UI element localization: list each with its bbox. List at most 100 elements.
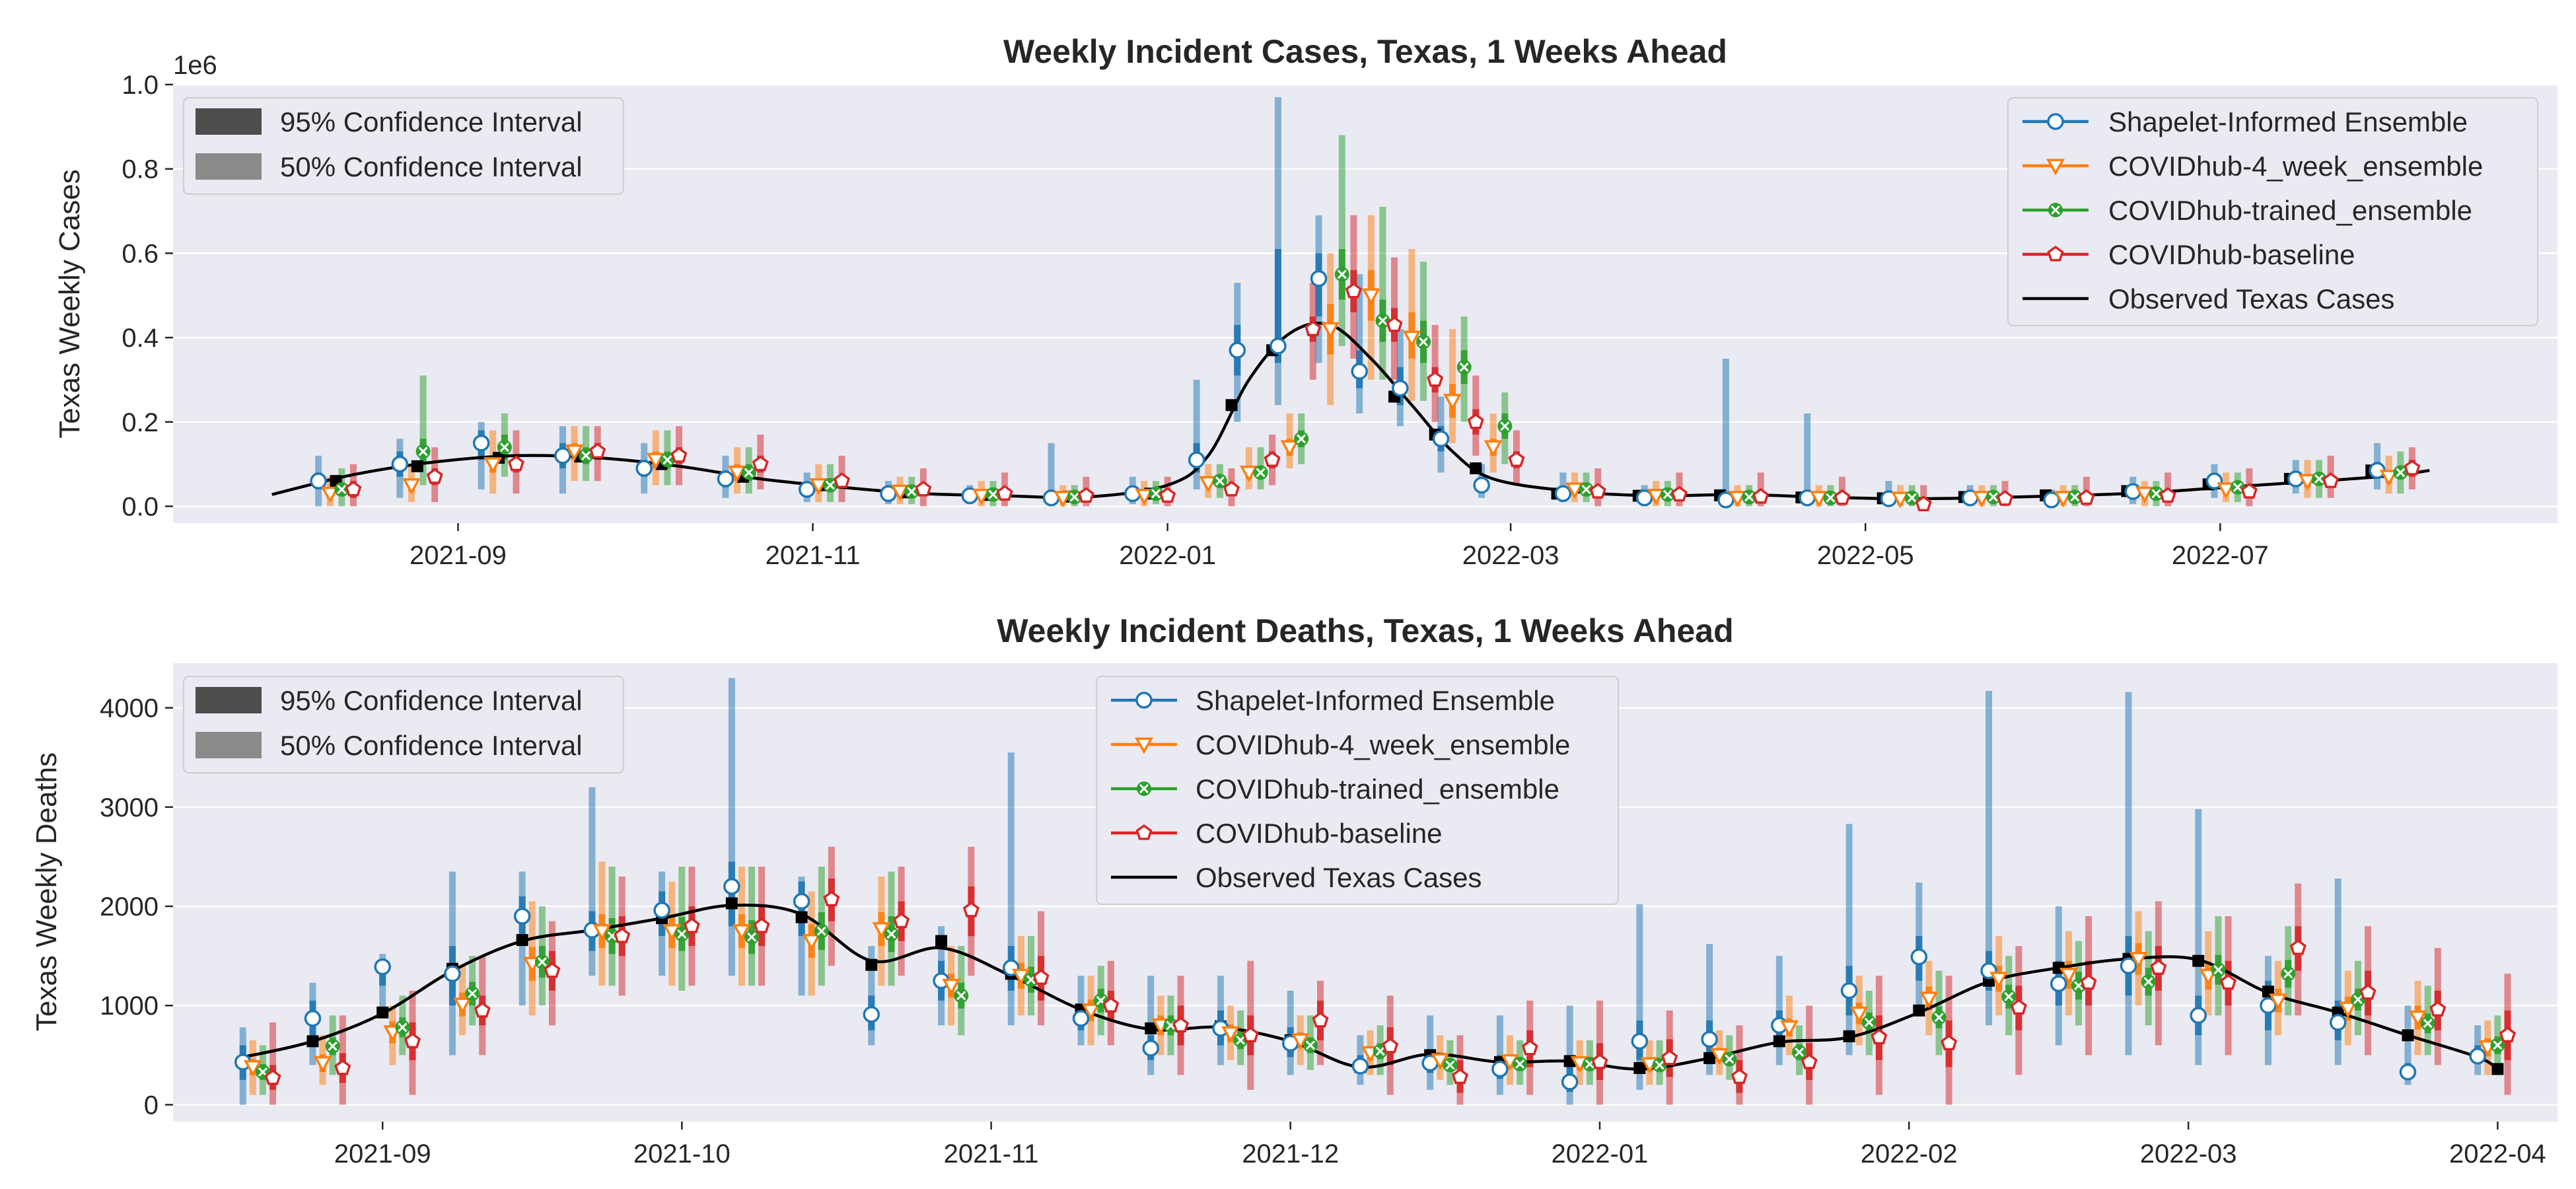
y-tick-label: 0.4 [122, 324, 159, 353]
four-week-point [1321, 322, 1340, 339]
legend-marker [1135, 692, 1153, 709]
shapelet-point [2469, 1048, 2486, 1065]
baseline-point [544, 962, 561, 978]
baseline-point [1467, 413, 1484, 429]
trained-point [1931, 1010, 1947, 1025]
four-week-point [1849, 1006, 1869, 1023]
observed-point [1913, 1004, 1925, 1017]
ci95-swatch [196, 687, 262, 713]
baseline-point [2499, 1027, 2516, 1042]
trained-point [904, 484, 919, 499]
shapelet-point [2043, 491, 2060, 509]
legend-marker [2048, 203, 2063, 217]
trained-point [2230, 480, 2245, 495]
trained-point [415, 444, 431, 459]
trained-point [1579, 482, 1594, 497]
x-tick-label: 2022-03 [2140, 1139, 2237, 1169]
baseline-point [1731, 1068, 1748, 1085]
trained-point [1416, 334, 1431, 349]
observed-point [725, 897, 738, 910]
trained-point [2149, 486, 2164, 501]
cases-markers [310, 267, 2421, 511]
shapelet-point [2399, 1063, 2417, 1081]
four-week-point [728, 465, 747, 482]
deaths-markers [234, 878, 2516, 1091]
trained-point [534, 955, 550, 970]
four-week-point [453, 997, 472, 1015]
y-tick-label: 2000 [100, 892, 159, 921]
shapelet-point [1188, 451, 1205, 468]
shapelet-point [1473, 476, 1490, 494]
trained-point [2393, 465, 2408, 480]
baseline-point [1670, 486, 1688, 502]
shapelet-point [374, 958, 391, 976]
legend-marker [1135, 824, 1153, 840]
y-tick-label: 0.6 [122, 239, 159, 268]
baseline-point [823, 890, 840, 907]
ci95-label: 95% Confidence Interval [280, 685, 583, 716]
observed-point [1470, 462, 1482, 474]
four-week-point [1919, 991, 1939, 1009]
trained-point [334, 482, 349, 497]
baseline-point [1521, 1039, 1538, 1056]
four-week-point [2059, 968, 2078, 985]
trained-point [2141, 974, 2156, 990]
observed-point [1633, 1062, 1646, 1074]
shapelet-point [1432, 430, 1450, 448]
ci50-label: 50% Confidence Interval [280, 151, 583, 182]
four-week-point [402, 478, 421, 495]
trained-point [744, 929, 760, 945]
trained-point [2281, 966, 2296, 982]
shapelet-point [1840, 982, 1858, 999]
x-tick-label: 2021-12 [1242, 1139, 1339, 1169]
four-week-point [872, 922, 891, 939]
deaths-title: Weekly Incident Deaths, Texas, 1 Weeks A… [997, 612, 1733, 649]
trained-point [1742, 489, 1757, 505]
y-tick-label: 0 [144, 1091, 159, 1120]
baseline-point [334, 1059, 351, 1075]
cases-ci-legend: 95% Confidence Interval 50% Confidence I… [183, 97, 624, 195]
baseline-point [1242, 1027, 1259, 1042]
legend-four-week-swatch [2022, 159, 2089, 176]
observed-line [242, 903, 2499, 1071]
four-week-point [1361, 288, 1380, 305]
shapelet-point [1717, 491, 1735, 509]
baseline-point [404, 1032, 421, 1048]
baseline-point [670, 447, 688, 463]
baseline-point [1591, 1053, 1608, 1069]
baseline-point [1077, 487, 1094, 503]
trained-point [2312, 471, 2326, 486]
cases-y-axis-label: Texas Weekly Cases [54, 169, 86, 439]
baseline-point [1589, 482, 1606, 499]
shapelet-point [1072, 1010, 1090, 1027]
x-tick-label: 2022-05 [1817, 541, 1914, 570]
shapelet-point [2190, 1007, 2207, 1025]
shapelet-point [635, 460, 653, 477]
shapelet-point [1635, 489, 1653, 507]
baseline-point [1661, 1049, 1678, 1065]
baseline-point [1801, 1053, 1818, 1069]
trained-point [1792, 1044, 1807, 1060]
shapelet-point [1270, 338, 1287, 355]
shapelet-point [723, 878, 740, 895]
observed-point [2491, 1063, 2504, 1075]
legend-four-week-label: COVIDhub-4_week_ensemble [2108, 151, 2483, 182]
x-tick-label: 2022-04 [2449, 1139, 2546, 1169]
baseline-point [1386, 316, 1403, 332]
observed-point [306, 1035, 319, 1048]
trained-point [814, 923, 829, 939]
four-week-point [972, 488, 991, 506]
trained-point [884, 927, 899, 942]
baseline-point [2159, 487, 2176, 503]
trained-point [579, 448, 594, 463]
x-tick-label: 2021-10 [633, 1139, 731, 1169]
shapelet-point [2120, 957, 2137, 974]
trained-point [1334, 267, 1349, 282]
trained-point [674, 927, 690, 942]
trained-point [660, 452, 675, 468]
baseline-point [264, 1069, 281, 1085]
four-week-point [1972, 491, 1991, 508]
four-week-point [1291, 1033, 1310, 1050]
baseline-point [915, 480, 932, 497]
shapelet-point [798, 481, 816, 498]
